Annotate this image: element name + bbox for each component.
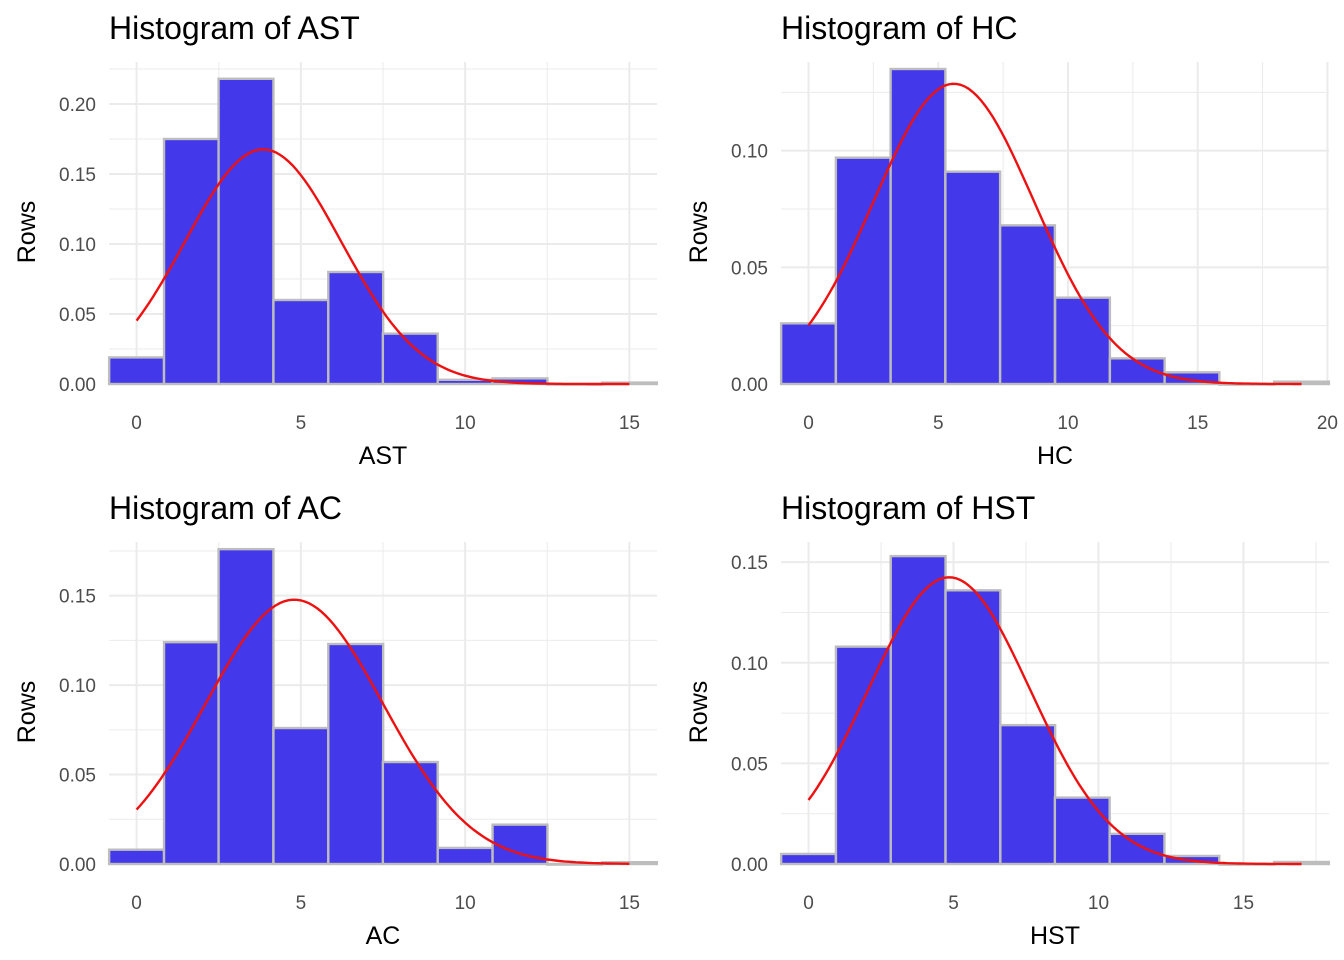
x-tick-label: 10 xyxy=(455,893,476,914)
x-tick-label: 0 xyxy=(803,893,814,914)
y-tick-label: 0.00 xyxy=(59,855,96,876)
histogram-bar xyxy=(1108,832,1166,866)
y-tick-label: 0.00 xyxy=(59,375,96,396)
density-curve xyxy=(135,598,630,865)
y-tick-label: 0.10 xyxy=(59,235,96,256)
histogram-bar xyxy=(162,640,221,866)
x-tick-label: 15 xyxy=(619,413,640,434)
y-axis-title: Rows xyxy=(685,201,713,264)
histogram-bar xyxy=(162,137,221,386)
x-axis-title: HST xyxy=(1030,922,1080,950)
histogram-bar xyxy=(889,554,947,866)
y-tick-label: 0.15 xyxy=(59,165,96,186)
histogram-bar xyxy=(889,67,947,386)
y-tick-label: 0.05 xyxy=(731,258,768,279)
x-axis-title: AST xyxy=(359,442,408,470)
plot-area: 0 5 10 15 0.00 0.05 0.10 0.15 0.20 xyxy=(59,62,659,434)
x-tick-label: 10 xyxy=(1057,413,1078,434)
histogram-bar xyxy=(1163,371,1221,386)
y-tick-label: 0.05 xyxy=(731,754,768,775)
plot-area: 0 5 10 15 20 0.00 0.05 0.10 xyxy=(731,62,1338,434)
x-tick-label: 0 xyxy=(131,413,142,434)
histogram-bar xyxy=(944,589,1002,866)
y-axis-title: Rows xyxy=(13,681,41,744)
panel-hst: Histogram of HST 0 5 10 150.000.050.100.15 … xyxy=(685,490,1331,950)
y-axis-title: Rows xyxy=(685,681,713,744)
y-tick-label: 0.10 xyxy=(59,676,96,697)
x-tick-label: 20 xyxy=(1317,413,1338,434)
y-tick-label: 0.15 xyxy=(731,553,768,574)
y-tick-label: 0.05 xyxy=(59,305,96,326)
histogram-bar xyxy=(834,645,892,866)
density-curve xyxy=(135,148,630,386)
x-tick-label: 5 xyxy=(933,413,944,434)
chart-title: Histogram of HC xyxy=(781,10,1018,46)
histogram-bar xyxy=(272,726,330,866)
histogram-bar xyxy=(327,270,385,386)
x-tick-label: 15 xyxy=(619,893,640,914)
histogram-bar xyxy=(327,642,385,866)
histogram-bar xyxy=(998,224,1057,386)
histogram-bar xyxy=(779,322,838,386)
histogram-bar xyxy=(1053,296,1112,386)
chart-title: Histogram of HST xyxy=(781,490,1035,526)
histogram-bar xyxy=(436,846,494,866)
chart-title: Histogram of AST xyxy=(109,10,360,46)
panel-ac: Histogram of AC 0 5 10 15 0.00 0.05 0.10 0.15 A… xyxy=(13,490,659,950)
histogram-bar xyxy=(107,848,166,866)
histogram-bar xyxy=(272,298,330,386)
x-tick-label: 5 xyxy=(948,893,959,914)
plot-area: 0 5 10 15 0.00 0.05 0.10 0.15 xyxy=(59,542,659,914)
y-tick-label: 0.10 xyxy=(731,654,768,675)
histogram-bar xyxy=(944,170,1002,386)
histogram-bar xyxy=(217,77,275,386)
x-axis-title: HC xyxy=(1037,442,1073,470)
x-tick-label: 10 xyxy=(455,413,476,434)
y-tick-label: 0.10 xyxy=(731,142,768,163)
density-curve xyxy=(807,576,1302,866)
histogram-bar xyxy=(217,547,275,866)
histogram-bar xyxy=(1053,796,1111,866)
y-axis-title: Rows xyxy=(13,201,41,264)
x-tick-label: 5 xyxy=(296,413,307,434)
plot-area: 0 5 10 15 0.00 0.05 0.10 0.15 xyxy=(731,542,1331,914)
histogram-bar xyxy=(999,723,1057,866)
x-tick-label: 10 xyxy=(1088,893,1109,914)
x-tick-label: 15 xyxy=(1233,893,1254,914)
y-tick-label: 0.00 xyxy=(731,375,768,396)
y-tick-label: 0.00 xyxy=(731,855,768,876)
histogram-bar xyxy=(834,156,892,386)
y-tick-label: 0.20 xyxy=(59,95,96,116)
x-axis-title: AC xyxy=(366,922,401,950)
histogram-bar xyxy=(381,760,439,866)
panel-hc: Histogram of HC 0 5 10 15 200.000.050.10 HC … xyxy=(685,10,1338,470)
y-tick-label: 0.15 xyxy=(59,587,96,608)
x-tick-label: 15 xyxy=(1187,413,1208,434)
histogram-bar xyxy=(779,852,838,866)
density-curve xyxy=(807,82,1302,386)
x-tick-label: 5 xyxy=(296,893,307,914)
histogram-bar xyxy=(107,356,166,386)
y-tick-label: 0.05 xyxy=(59,766,96,787)
panel-ast: Histogram of AST 0 5 10 150.000.050.100.150… xyxy=(13,10,659,470)
chart-title: Histogram of AC xyxy=(109,490,342,526)
x-tick-label: 0 xyxy=(131,893,142,914)
x-tick-label: 0 xyxy=(803,413,814,434)
